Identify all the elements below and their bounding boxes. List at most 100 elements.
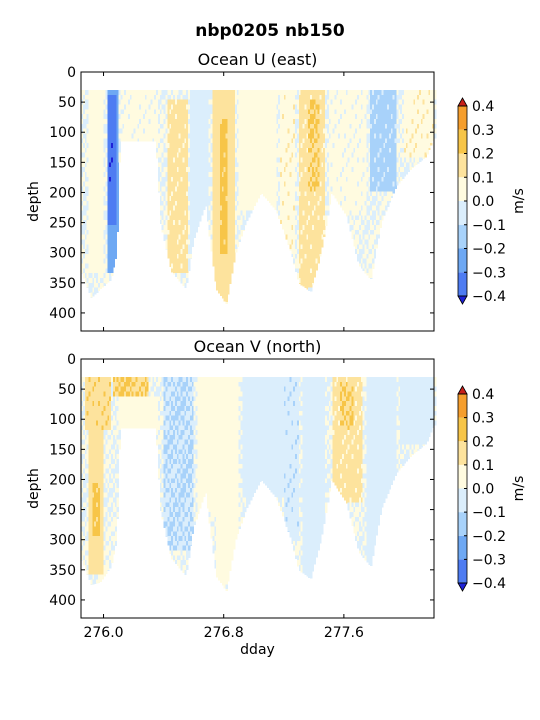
heatmap-cell [165, 109, 168, 115]
heatmap-cell [103, 118, 106, 125]
heatmap-cell [169, 263, 172, 267]
heatmap-cell [174, 191, 178, 197]
heatmap-cell [82, 152, 86, 158]
heatmap-cell [159, 138, 163, 144]
heatmap-cell [161, 138, 165, 144]
heatmap-cell [82, 210, 86, 216]
heatmap-cell [141, 109, 144, 115]
heatmap-cell [321, 244, 324, 248]
heatmap-cell [223, 118, 226, 125]
heatmap-cell [212, 104, 215, 110]
heatmap-cell [101, 244, 104, 250]
heatmap-cell [152, 94, 155, 101]
heatmap-cell [180, 118, 183, 125]
heatmap-cell [203, 162, 206, 168]
heatmap-cell [111, 147, 114, 154]
heatmap-cell [197, 90, 200, 96]
heatmap-cell [372, 268, 375, 269]
heatmap-cell [182, 147, 185, 154]
heatmap-cell [86, 181, 89, 187]
heatmap-cell [188, 94, 191, 101]
heatmap-cell [159, 152, 163, 158]
heatmap-cell [219, 268, 223, 274]
heatmap-cell [182, 278, 185, 284]
heatmap-cell [114, 215, 118, 221]
heatmap-cell [139, 123, 142, 130]
heatmap-cell [97, 282, 101, 289]
heatmap-cell [152, 99, 155, 105]
heatmap-cell [186, 171, 189, 178]
heatmap-cell [94, 287, 97, 293]
heatmap-cell [221, 157, 225, 163]
heatmap-cell [174, 167, 178, 173]
heatmap-cell [184, 176, 187, 183]
heatmap-cell [94, 292, 97, 295]
heatmap-cell [223, 90, 226, 96]
heatmap-cell [370, 268, 373, 274]
heatmap-cell [92, 181, 95, 187]
heatmap-cell [161, 162, 165, 168]
heatmap-cell [223, 258, 226, 264]
heatmap-cell [193, 133, 196, 139]
heatmap-cell [191, 181, 195, 187]
heatmap-cell [171, 176, 174, 183]
heatmap-cell [197, 157, 200, 163]
heatmap-cell [201, 138, 204, 144]
heatmap-cell [105, 133, 108, 139]
heatmap-cell [99, 104, 103, 110]
heatmap-cell [159, 147, 163, 154]
heatmap-cell [315, 263, 318, 269]
heatmap-cell [225, 109, 228, 115]
heatmap-cell [92, 244, 95, 250]
heatmap-cell [203, 133, 206, 139]
heatmap-cell [94, 128, 97, 134]
heatmap-cell [118, 147, 121, 154]
heatmap-cell [88, 215, 91, 221]
heatmap-cell [221, 104, 225, 110]
heatmap-cell [111, 263, 114, 269]
heatmap-cell [225, 210, 228, 216]
heatmap-cell [109, 99, 112, 105]
heatmap-cell [221, 239, 225, 245]
heatmap-cell [135, 90, 138, 96]
heatmap-cell [225, 94, 228, 101]
heatmap-cell [218, 157, 221, 163]
heatmap-cell [212, 128, 215, 134]
heatmap-cell [107, 143, 110, 149]
heatmap-cell [107, 224, 110, 231]
heatmap-cell [174, 205, 178, 211]
heatmap-cell [92, 210, 95, 216]
heatmap-cell [116, 186, 119, 192]
heatmap-cell [225, 196, 228, 202]
heatmap-cell [118, 133, 121, 139]
heatmap-cell [214, 205, 217, 211]
heatmap-cell [212, 147, 215, 154]
heatmap-cell [90, 205, 93, 211]
heatmap-cell [169, 138, 172, 144]
heatmap-cell [88, 210, 91, 216]
heatmap-cell [86, 152, 89, 158]
heatmap-cell [86, 220, 89, 226]
heatmap-cell [212, 186, 215, 192]
heatmap-cell [165, 123, 168, 130]
heatmap-cell [88, 220, 91, 226]
heatmap-cell [105, 249, 108, 255]
heatmap-cell [111, 229, 114, 236]
heatmap-cell [216, 157, 219, 163]
heatmap-cell [189, 104, 193, 110]
heatmap-cell [139, 114, 142, 120]
heatmap-cell [99, 191, 103, 197]
heatmap-cell [169, 147, 172, 154]
heatmap-cell [214, 210, 217, 216]
heatmap-cell [184, 104, 187, 110]
heatmap-cell [101, 220, 104, 226]
heatmap-cell [221, 109, 225, 115]
heatmap-cell [101, 186, 104, 192]
heatmap-cell [165, 114, 168, 120]
heatmap-cell [101, 263, 104, 269]
heatmap-cell [173, 239, 176, 245]
heatmap-cell [141, 123, 144, 130]
heatmap-cell [225, 282, 228, 289]
heatmap-cell [234, 249, 238, 253]
heatmap-cell [311, 282, 315, 285]
